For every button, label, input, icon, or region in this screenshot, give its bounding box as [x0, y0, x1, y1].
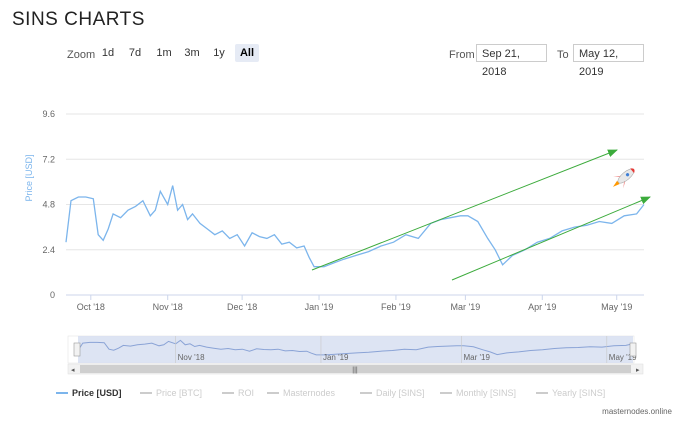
- legend-label: Yearly [SINS]: [552, 388, 605, 398]
- legend-label: Daily [SINS]: [376, 388, 425, 398]
- x-axis-ticks: Oct '18 Nov '18 Dec '18 Jan '19 Feb '19 Mar '…: [77, 295, 632, 312]
- legend: Price [USD] Price [BTC] ROI Masternodes Dail…: [56, 388, 605, 398]
- navigator-left-handle[interactable]: [73, 342, 81, 357]
- scroll-left-arrow-icon[interactable]: ◂: [71, 367, 75, 374]
- zoom-all-button[interactable]: All: [235, 44, 259, 62]
- x-tick-label: Apr '19: [528, 302, 556, 312]
- page-title: SINS CHARTS: [12, 9, 145, 30]
- y-tick-label: 9.6: [42, 109, 55, 119]
- legend-item[interactable]: Masternodes: [267, 388, 336, 398]
- from-date-input[interactable]: Sep 21, 2018: [476, 44, 547, 78]
- navigator-tick-label: May '19: [609, 353, 637, 362]
- navigator-tick-label: Mar '19: [463, 353, 490, 362]
- legend-item[interactable]: Monthly [SINS]: [440, 388, 516, 398]
- scrollbar-thumb[interactable]: [80, 365, 631, 373]
- zoom-1d-button[interactable]: 1d: [101, 47, 115, 59]
- zoom-label: Zoom: [67, 49, 96, 61]
- rocket-icon: [612, 168, 635, 189]
- scrollbar-grip-icon: |||: [352, 367, 358, 374]
- navigator-ticks: Nov '18 Jan '19 Mar '19 May '19: [175, 336, 637, 363]
- x-tick-label: Nov '18: [153, 302, 183, 312]
- upper-trend-arrow: [311, 149, 618, 271]
- credit-text: masternodes.online: [602, 407, 672, 416]
- y-tick-label: 0: [50, 290, 55, 300]
- navigator-tick-label: Jan '19: [323, 353, 349, 362]
- legend-label: ROI: [238, 388, 254, 398]
- y-tick-label: 7.2: [42, 154, 55, 164]
- zoom-1m-button[interactable]: 1m: [156, 47, 172, 59]
- x-tick-label: Feb '19: [381, 302, 411, 312]
- y-tick-label: 4.8: [42, 200, 55, 210]
- x-tick-label: May '19: [601, 302, 632, 312]
- grid-lines: [66, 113, 644, 296]
- y-axis-ticks: 0 2.4 4.8 7.2 9.6: [42, 109, 55, 300]
- legend-item[interactable]: Daily [SINS]: [360, 388, 425, 398]
- x-tick-label: Oct '18: [77, 302, 105, 312]
- legend-label: Price [USD]: [72, 388, 122, 398]
- zoom-3m-button[interactable]: 3m: [184, 47, 200, 59]
- from-label: From: [449, 49, 475, 61]
- legend-label: Price [BTC]: [156, 388, 202, 398]
- legend-label: Masternodes: [283, 388, 336, 398]
- legend-item[interactable]: Price [BTC]: [140, 388, 202, 398]
- scroll-right-arrow-icon[interactable]: ▸: [636, 367, 640, 374]
- price-usd-series-line: [65, 185, 645, 268]
- y-axis-label: Price [USD]: [24, 154, 34, 201]
- zoom-1y-button[interactable]: 1y: [213, 47, 225, 59]
- legend-item[interactable]: Yearly [SINS]: [536, 388, 605, 398]
- zoom-7d-button[interactable]: 7d: [128, 47, 142, 59]
- legend-item[interactable]: ROI: [222, 388, 254, 398]
- navigator[interactable]: Nov '18 Jan '19 Mar '19 May '19 ||| ◂ ▸: [67, 335, 644, 375]
- x-tick-label: Dec '18: [227, 302, 257, 312]
- legend-label: Monthly [SINS]: [456, 388, 516, 398]
- navigator-right-handle[interactable]: [629, 342, 637, 357]
- to-label: To: [557, 49, 569, 61]
- lower-trend-arrow: [451, 196, 651, 281]
- y-tick-label: 2.4: [42, 245, 55, 255]
- x-tick-label: Mar '19: [451, 302, 481, 312]
- x-tick-label: Jan '19: [305, 302, 334, 312]
- to-date-input[interactable]: May 12, 2019: [573, 44, 644, 78]
- navigator-tick-label: Nov '18: [178, 353, 205, 362]
- navigator-series-line: [77, 339, 634, 356]
- legend-item[interactable]: Price [USD]: [56, 388, 122, 398]
